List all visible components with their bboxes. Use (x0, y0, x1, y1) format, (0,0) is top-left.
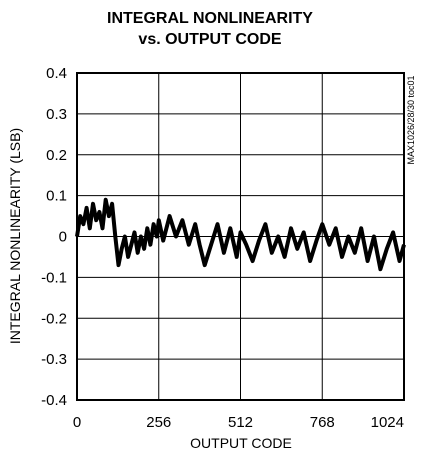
y-tick-labels: 0.4 0.3 0.2 0.1 0 -0.1 -0.2 -0.3 -0.4 (41, 65, 67, 409)
figure-code-note: MAX1026/28/30 toc01 (406, 75, 416, 164)
x-tick-labels: 0 256 512 768 1024 (73, 414, 404, 431)
x-tick-label: 256 (146, 414, 171, 431)
y-tick-label: 0.4 (46, 65, 67, 82)
y-tick-label: -0.3 (41, 351, 67, 368)
y-tick-label: -0.4 (41, 392, 67, 409)
y-tick-label: 0 (59, 229, 67, 246)
x-tick-label: 0 (73, 414, 81, 431)
series-line (75, 197, 406, 272)
x-tick-label: 768 (310, 414, 335, 431)
y-axis-label: INTEGRAL NONLINEARITY (LSB) (7, 128, 23, 344)
plot-frame (76, 72, 405, 401)
x-axis-label: OUTPUT CODE (190, 435, 292, 451)
y-tick-label: -0.1 (41, 269, 67, 286)
y-tick-label: 0.3 (46, 106, 67, 123)
x-tick-label: 1024 (371, 414, 404, 431)
series-group (75, 197, 406, 272)
y-tick-label: 0.2 (46, 147, 67, 164)
x-tick-label: 512 (228, 414, 253, 431)
chart-title-line2: vs. OUTPUT CODE (138, 31, 281, 48)
chart-title-line1: INTEGRAL NONLINEARITY (107, 10, 313, 27)
y-tick-label: 0.1 (46, 188, 67, 205)
y-tick-label: -0.2 (41, 310, 67, 327)
